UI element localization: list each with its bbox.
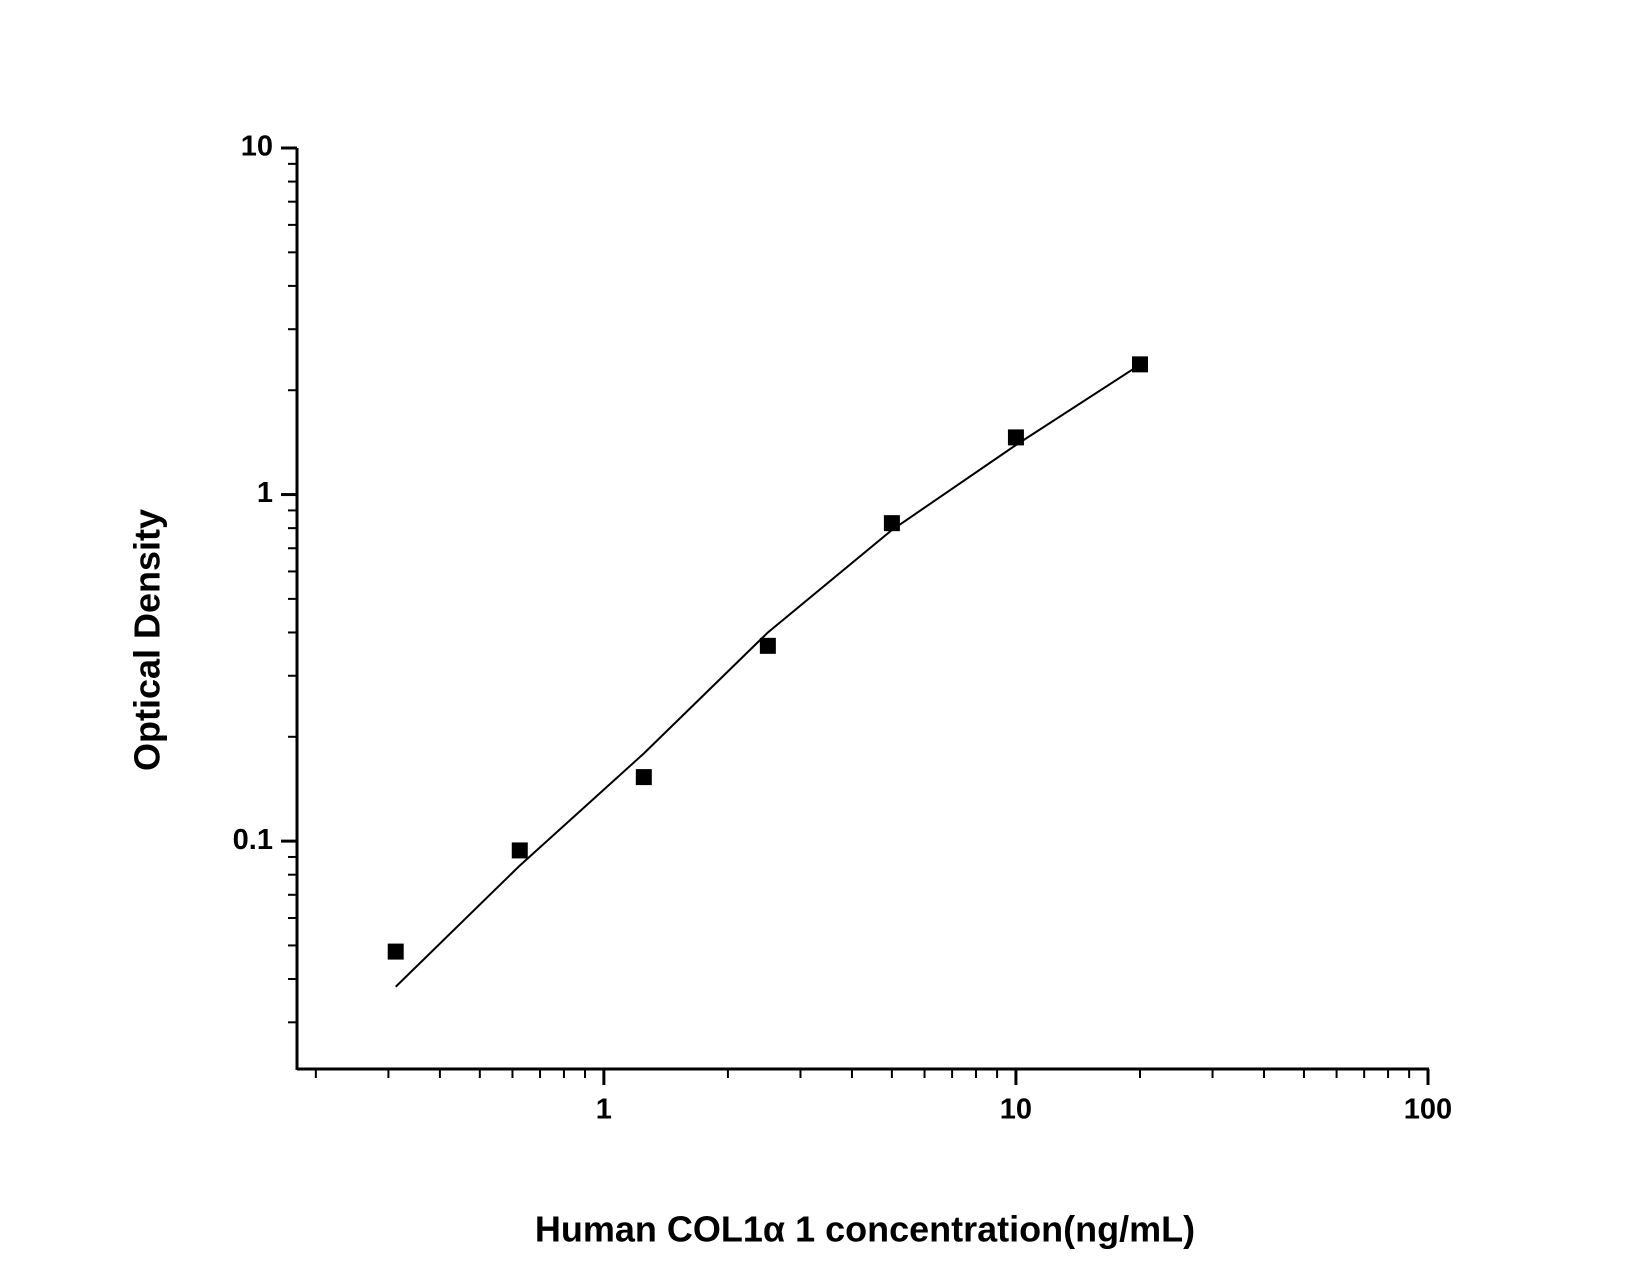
x-tick-label: 1 [596,1094,612,1126]
y-tick-label: 10 [241,131,273,163]
data-point [635,769,652,786]
data-point [1007,429,1024,446]
x-axis-label: Human COL1α 1 concentration(ng/mL) [535,1209,1195,1250]
x-tick-label: 100 [1404,1094,1452,1126]
fit-curve [395,363,1141,988]
x-tick-label: 10 [1000,1094,1032,1126]
data-point [883,515,900,532]
data-point [511,842,528,859]
data-point [1131,356,1148,373]
data-point [759,637,776,654]
data-point [387,943,404,960]
y-tick-label: 1 [257,477,273,509]
y-tick-label: 0.1 [233,824,273,856]
y-axis-label: Optical Density [127,509,168,771]
